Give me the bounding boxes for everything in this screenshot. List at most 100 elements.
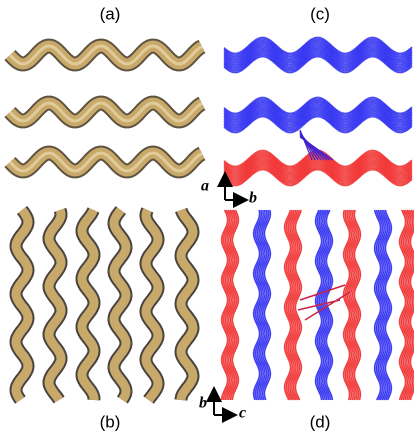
- strand: [223, 160, 413, 179]
- strand: [223, 112, 413, 131]
- strand: [223, 99, 413, 118]
- strand: [223, 104, 413, 123]
- strand: [259, 209, 268, 401]
- strand: [223, 49, 413, 68]
- panel-label: (a): [100, 4, 121, 23]
- strand: [409, 209, 414, 401]
- strand: [346, 209, 355, 401]
- strand: [297, 284, 351, 321]
- strand: [8, 44, 203, 66]
- strand: [109, 207, 131, 403]
- strand: [342, 209, 351, 401]
- strand: [223, 167, 413, 185]
- strand: [223, 98, 413, 116]
- strand: [8, 101, 203, 123]
- structure-images: [4, 36, 414, 404]
- strand: [382, 209, 391, 401]
- strand: [290, 209, 299, 401]
- strand: [223, 55, 413, 74]
- axis-label: a: [201, 178, 209, 195]
- strand: [404, 209, 412, 401]
- strand: [289, 209, 297, 401]
- axis-indicator: b c: [199, 386, 246, 423]
- strand: [77, 208, 99, 401]
- strand: [223, 41, 413, 60]
- panel-label: (b): [100, 412, 121, 431]
- axis-label: b: [249, 190, 257, 207]
- strand: [223, 114, 413, 132]
- strand: [223, 157, 413, 176]
- axis-label: c: [239, 405, 246, 422]
- strand: [349, 209, 358, 401]
- strand: [223, 38, 413, 56]
- strand: [176, 208, 198, 401]
- strand: [292, 209, 301, 401]
- strand: [226, 209, 234, 401]
- strand: [223, 102, 413, 121]
- strand: [398, 209, 407, 401]
- strand: [223, 168, 413, 187]
- strand: [344, 209, 353, 401]
- strand: [44, 208, 66, 403]
- strand: [402, 209, 411, 401]
- strand: [8, 151, 203, 173]
- panel-label: (d): [310, 412, 331, 431]
- strand: [141, 208, 163, 403]
- strand: [261, 209, 270, 401]
- strand: [220, 209, 229, 401]
- strand: [380, 209, 389, 401]
- strand: [223, 96, 413, 115]
- strand: [223, 44, 413, 63]
- strand: [375, 209, 384, 401]
- strand: [348, 209, 356, 401]
- strand: [231, 209, 240, 401]
- strand: [325, 209, 334, 401]
- strand: [285, 209, 294, 401]
- strand: [223, 101, 413, 120]
- strand: [223, 39, 413, 58]
- strand: [223, 110, 413, 129]
- axis-label: b: [199, 395, 207, 412]
- strand: [322, 209, 330, 401]
- strand: [256, 209, 265, 401]
- strand: [223, 36, 413, 55]
- strand: [258, 209, 266, 401]
- strand: [223, 52, 413, 71]
- strand: [384, 209, 393, 401]
- strand: [379, 209, 387, 401]
- strand: [353, 209, 362, 401]
- strand: [223, 106, 413, 124]
- strand: [407, 209, 414, 401]
- strand: [227, 209, 236, 401]
- strand: [223, 47, 413, 66]
- strand: [351, 209, 360, 401]
- strand: [223, 163, 413, 182]
- strand: [223, 109, 413, 128]
- strand: [229, 209, 238, 401]
- strand: [377, 209, 386, 401]
- strand: [400, 209, 409, 401]
- strand: [222, 209, 231, 401]
- strand: [283, 209, 292, 401]
- strand: [287, 209, 296, 401]
- strand: [294, 209, 303, 401]
- strand: [223, 50, 413, 69]
- strand: [405, 209, 414, 401]
- strand: [223, 46, 413, 64]
- strand: [224, 209, 233, 401]
- panel-label: (c): [310, 4, 330, 23]
- strand: [373, 209, 382, 401]
- strand: [263, 209, 272, 401]
- strand: [252, 209, 261, 401]
- axis-indicator: a b: [201, 171, 257, 208]
- strand: [223, 162, 413, 181]
- strand: [223, 115, 413, 134]
- strand: [223, 42, 413, 61]
- strand: [223, 54, 413, 72]
- strand: [223, 107, 413, 126]
- strand: [299, 136, 334, 161]
- strand: [323, 209, 332, 401]
- strand: [254, 209, 263, 401]
- strand: [223, 165, 413, 184]
